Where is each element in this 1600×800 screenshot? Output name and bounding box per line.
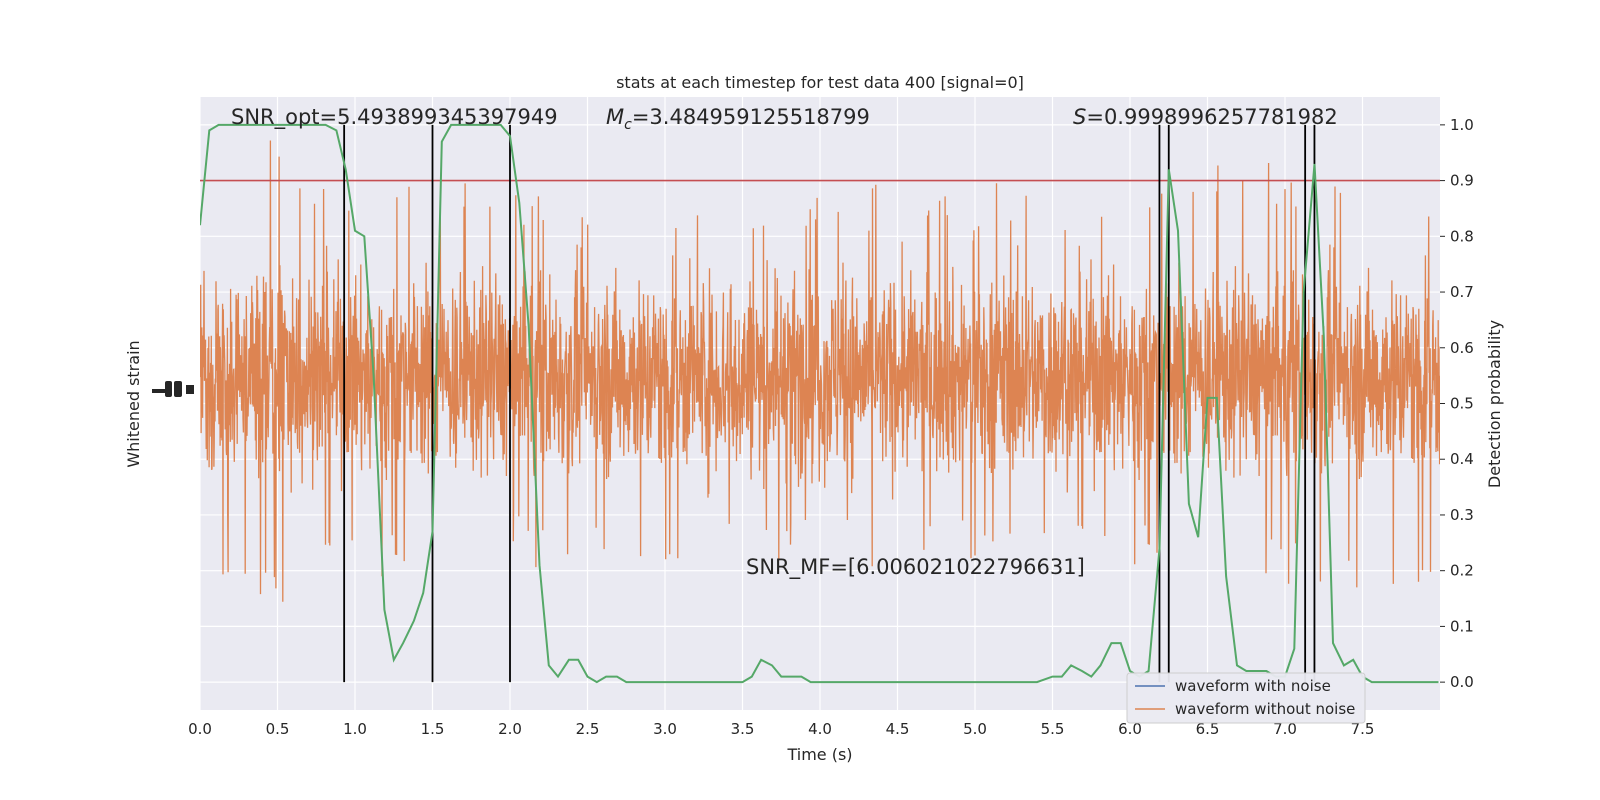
detection-probability-series xyxy=(200,123,1439,684)
s-symbol: S xyxy=(1073,105,1086,129)
x-tick-label: 7.0 xyxy=(1273,720,1297,738)
y-right-tick-label: 0.9 xyxy=(1450,172,1474,190)
y-right-axis-label: Detection probability xyxy=(1485,320,1504,488)
legend-label-with-noise: waveform with noise xyxy=(1175,677,1331,695)
x-tick-label: 1.5 xyxy=(421,720,445,738)
y-right-tick-label: 0.7 xyxy=(1450,283,1474,301)
s-value: =0.9998996257781982 xyxy=(1086,105,1337,129)
x-tick-label: 4.5 xyxy=(886,720,910,738)
legend-label-without-noise: waveform without noise xyxy=(1175,700,1355,718)
x-tick-label: 2.0 xyxy=(498,720,522,738)
x-tick-label: 2.5 xyxy=(576,720,600,738)
y-right-tick-label: 0.3 xyxy=(1450,506,1474,524)
left-axis-collapsed-ticks xyxy=(152,381,194,397)
y-right-tick-label: 0.4 xyxy=(1450,450,1474,468)
chirp-mass-subscript: c xyxy=(624,117,632,133)
x-tick-label: 6.5 xyxy=(1196,720,1220,738)
x-ticks: 0.0 0.5 1.0 1.5 2.0 2.5 3.0 3.5 4.0 4.5 5.0 5.5 6.0 6… xyxy=(188,720,1374,738)
s-annotation: S=0.9998996257781982 xyxy=(1073,105,1338,129)
y-right-tick-label: 0.1 xyxy=(1450,617,1474,635)
x-tick-label: 4.0 xyxy=(808,720,832,738)
y-right-tick-label: 0.8 xyxy=(1450,227,1474,245)
y-right-tick-label: 0.5 xyxy=(1450,395,1474,413)
x-tick-label: 0.0 xyxy=(188,720,212,738)
x-tick-label: 5.5 xyxy=(1041,720,1065,738)
x-axis-label: Time (s) xyxy=(786,745,852,764)
y-left-axis-label: Whitened strain xyxy=(124,340,143,467)
chirp-mass-value: =3.484959125518799 xyxy=(632,105,870,129)
x-tick-label: 5.0 xyxy=(963,720,987,738)
y-right-ticks: 0.0 0.1 0.2 0.3 0.4 0.5 0.6 0.7 0.8 0.9 1.0 xyxy=(1440,116,1474,691)
chirp-mass-symbol: M xyxy=(606,105,624,129)
x-tick-label: 0.5 xyxy=(266,720,290,738)
y-right-tick-label: 0.0 xyxy=(1450,673,1474,691)
x-tick-label: 3.5 xyxy=(731,720,755,738)
y-right-tick-label: 1.0 xyxy=(1450,116,1474,134)
chirp-mass-annotation: Mc=3.484959125518799 xyxy=(606,105,870,133)
x-tick-label: 7.5 xyxy=(1351,720,1375,738)
snr-mf-annotation: SNR_MF=[6.006021022796631] xyxy=(746,555,1085,580)
x-tick-label: 6.0 xyxy=(1118,720,1142,738)
chart-title: stats at each timestep for test data 400… xyxy=(616,73,1024,92)
y-right-tick-label: 0.6 xyxy=(1450,339,1474,357)
y-right-tick-label: 0.2 xyxy=(1450,562,1474,580)
legend: waveform with noise waveform without noi… xyxy=(1126,672,1366,724)
legend-box xyxy=(1126,672,1366,724)
snr-opt-annotation: SNR_opt=5.493899345397949 xyxy=(231,105,558,130)
event-lines xyxy=(343,124,1316,683)
strain-series-without-noise xyxy=(200,140,1440,602)
x-tick-label: 1.0 xyxy=(343,720,367,738)
x-tick-label: 3.0 xyxy=(653,720,677,738)
